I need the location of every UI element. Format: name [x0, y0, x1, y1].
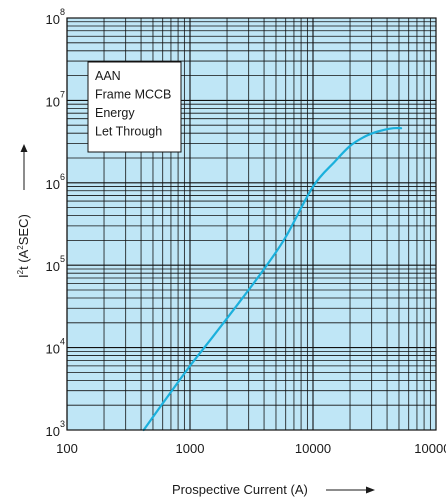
y-axis-title: I2t (A2SEC)	[16, 214, 31, 278]
y-tick-exponent: 4	[60, 337, 65, 347]
x-tick-label: 100000	[414, 441, 446, 456]
x-tick-label: 10000	[295, 441, 331, 456]
x-tick-label: 1000	[176, 441, 205, 456]
y-axis-title-part: t (A	[16, 249, 31, 270]
y-tick-label: 10	[46, 259, 60, 274]
y-tick-exponent: 5	[60, 254, 65, 264]
curve-layer	[142, 126, 403, 432]
x-axis-arrow-head	[366, 486, 375, 494]
y-tick-label: 10	[46, 342, 60, 357]
y-tick-label: 10	[46, 12, 60, 27]
annotation-line: Energy	[95, 106, 135, 120]
annotation-line: Frame MCCB	[95, 88, 171, 102]
annotation-box-frame	[87, 61, 182, 153]
annotation-line: Let Through	[95, 125, 162, 139]
y-axis-title-superscript: 2	[16, 269, 25, 274]
y-axis-title-superscript: 2	[16, 245, 25, 250]
y-axis-title-part: SEC)	[16, 214, 31, 245]
x-axis-title: Prospective Current (A)	[172, 482, 308, 497]
plot-frame	[66, 17, 437, 431]
x-axis-arrow	[326, 486, 375, 494]
y-tick-exponent: 6	[60, 172, 65, 182]
y-tick-exponent: 3	[60, 419, 65, 429]
let-through-curve	[142, 126, 403, 432]
x-tick-labels: 100 1000 10000 100000	[56, 441, 446, 456]
y-tick-exponent: 8	[60, 7, 65, 17]
y-tick-label: 10	[46, 94, 60, 109]
x-tick-label: 100	[56, 441, 78, 456]
y-axis-arrow	[20, 144, 28, 190]
annotation-box: AAN Frame MCCB Energy Let Through	[87, 61, 182, 153]
y-tick-label: 10	[46, 177, 60, 192]
y-axis-arrow-head	[20, 144, 28, 152]
annotation-line: AAN	[95, 69, 121, 83]
y-tick-label: 10	[46, 424, 60, 439]
y-tick-exponent: 7	[60, 89, 65, 99]
y-axis-title-part: I	[16, 274, 31, 278]
